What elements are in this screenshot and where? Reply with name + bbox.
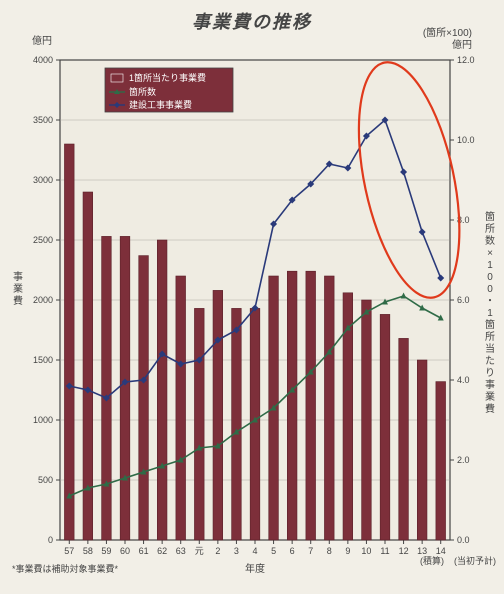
svg-text:1: 1 bbox=[487, 308, 493, 319]
legend-bar: 1箇所当たり事業費 bbox=[129, 72, 206, 83]
svg-text:10.0: 10.0 bbox=[457, 135, 475, 145]
bar bbox=[194, 308, 204, 540]
bar bbox=[102, 236, 112, 540]
svg-text:62: 62 bbox=[157, 546, 167, 556]
y-right-unit: 億円 bbox=[452, 38, 472, 51]
svg-text:1000: 1000 bbox=[33, 415, 53, 425]
svg-text:57: 57 bbox=[64, 546, 74, 556]
legend-line2: 建設工事事業費 bbox=[129, 99, 192, 110]
svg-text:当: 当 bbox=[485, 342, 495, 355]
svg-text:2.0: 2.0 bbox=[457, 455, 470, 465]
svg-text:13: 13 bbox=[417, 546, 427, 556]
svg-text:元: 元 bbox=[195, 546, 204, 556]
bar bbox=[250, 308, 260, 540]
svg-text:所: 所 bbox=[485, 331, 495, 343]
svg-text:58: 58 bbox=[83, 546, 93, 556]
bar bbox=[287, 271, 297, 540]
svg-text:1500: 1500 bbox=[33, 355, 53, 365]
y-left-unit: 億円 bbox=[32, 34, 52, 47]
bar bbox=[306, 271, 316, 540]
svg-text:事: 事 bbox=[13, 270, 23, 283]
svg-text:7: 7 bbox=[308, 546, 313, 556]
svg-text:費: 費 bbox=[13, 294, 23, 307]
bar bbox=[120, 236, 130, 540]
svg-text:12: 12 bbox=[399, 546, 409, 556]
y-right-unit-top: (箇所×100) bbox=[423, 26, 472, 39]
svg-text:12.0: 12.0 bbox=[457, 55, 475, 65]
bar bbox=[417, 360, 427, 540]
svg-text:9: 9 bbox=[345, 546, 350, 556]
svg-text:費: 費 bbox=[485, 402, 495, 415]
svg-text:4: 4 bbox=[252, 546, 257, 556]
svg-text:4.0: 4.0 bbox=[457, 375, 470, 385]
bar bbox=[380, 314, 390, 540]
svg-text:2000: 2000 bbox=[33, 295, 53, 305]
svg-text:り: り bbox=[485, 367, 495, 379]
svg-text:3: 3 bbox=[234, 546, 239, 556]
chart-svg: 事業費の推移億円(箇所×100)億円0500100015002000250030… bbox=[0, 0, 504, 594]
footnote-left: *事業費は補助対象事業費* bbox=[12, 563, 119, 574]
svg-text:59: 59 bbox=[101, 546, 111, 556]
svg-text:5: 5 bbox=[271, 546, 276, 556]
svg-text:3500: 3500 bbox=[33, 115, 53, 125]
svg-text:業: 業 bbox=[485, 390, 495, 403]
bar bbox=[232, 308, 242, 540]
svg-text:500: 500 bbox=[38, 475, 53, 485]
svg-text:60: 60 bbox=[120, 546, 130, 556]
svg-text:0: 0 bbox=[48, 535, 53, 545]
svg-text:×: × bbox=[487, 248, 493, 259]
svg-text:10: 10 bbox=[361, 546, 371, 556]
svg-text:3000: 3000 bbox=[33, 175, 53, 185]
svg-text:箇: 箇 bbox=[485, 318, 495, 331]
svg-text:2: 2 bbox=[215, 546, 220, 556]
footnote-r2: (当初予計) bbox=[454, 555, 496, 566]
bar bbox=[324, 276, 334, 540]
svg-text:11: 11 bbox=[380, 546, 389, 556]
svg-text:1: 1 bbox=[487, 260, 493, 271]
bar bbox=[139, 256, 149, 540]
svg-text:0: 0 bbox=[487, 284, 493, 295]
bar bbox=[436, 382, 446, 540]
svg-text:8: 8 bbox=[327, 546, 332, 556]
bar bbox=[362, 300, 372, 540]
bar bbox=[64, 144, 74, 540]
bar bbox=[157, 240, 167, 540]
svg-text:所: 所 bbox=[485, 223, 495, 235]
bar bbox=[176, 276, 186, 540]
svg-text:0.0: 0.0 bbox=[457, 535, 470, 545]
y-left-label: 事業費 bbox=[13, 270, 23, 307]
svg-text:た: た bbox=[485, 355, 495, 367]
svg-text:業: 業 bbox=[13, 282, 23, 295]
x-label: 年度 bbox=[245, 562, 265, 575]
footnote-r1: (積算) bbox=[420, 555, 444, 566]
svg-text:数: 数 bbox=[485, 234, 495, 247]
svg-text:63: 63 bbox=[176, 546, 186, 556]
chart-title: 事業費の推移 bbox=[192, 12, 312, 32]
legend-line1: 箇所数 bbox=[129, 86, 156, 97]
svg-text:4000: 4000 bbox=[33, 55, 53, 65]
svg-text:61: 61 bbox=[139, 546, 149, 556]
svg-text:14: 14 bbox=[436, 546, 446, 556]
svg-text:6.0: 6.0 bbox=[457, 295, 470, 305]
svg-text:・: ・ bbox=[485, 296, 495, 307]
bar bbox=[399, 338, 409, 540]
svg-text:0: 0 bbox=[487, 272, 493, 283]
svg-text:6: 6 bbox=[290, 546, 295, 556]
bar bbox=[213, 290, 223, 540]
svg-text:事: 事 bbox=[485, 378, 495, 391]
svg-text:箇: 箇 bbox=[485, 210, 495, 223]
svg-text:2500: 2500 bbox=[33, 235, 53, 245]
